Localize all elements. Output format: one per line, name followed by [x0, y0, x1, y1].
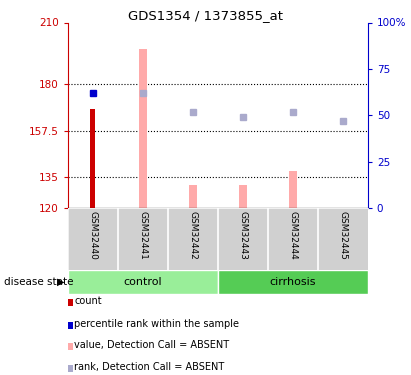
Text: GSM32440: GSM32440 [88, 211, 97, 260]
Text: control: control [124, 277, 162, 287]
Bar [139, 50, 147, 208]
Text: ▶: ▶ [57, 277, 64, 287]
Text: count: count [74, 296, 102, 306]
Text: rank, Detection Call = ABSENT: rank, Detection Call = ABSENT [74, 362, 224, 372]
Text: cirrhosis: cirrhosis [270, 277, 316, 287]
Text: GDS1354 / 1373855_at: GDS1354 / 1373855_at [128, 9, 283, 22]
Text: percentile rank within the sample: percentile rank within the sample [74, 319, 239, 328]
Text: GSM32444: GSM32444 [289, 211, 297, 260]
Bar [239, 186, 247, 208]
Bar [68, 270, 218, 294]
Text: GSM32443: GSM32443 [238, 211, 247, 260]
Text: GSM32442: GSM32442 [188, 211, 197, 260]
Bar [218, 270, 368, 294]
Bar [189, 186, 196, 208]
Bar [90, 109, 95, 208]
Bar [289, 171, 297, 208]
Text: disease state: disease state [4, 277, 74, 287]
Text: GSM32441: GSM32441 [139, 211, 147, 260]
Text: value, Detection Call = ABSENT: value, Detection Call = ABSENT [74, 340, 229, 350]
Text: GSM32445: GSM32445 [338, 211, 347, 260]
